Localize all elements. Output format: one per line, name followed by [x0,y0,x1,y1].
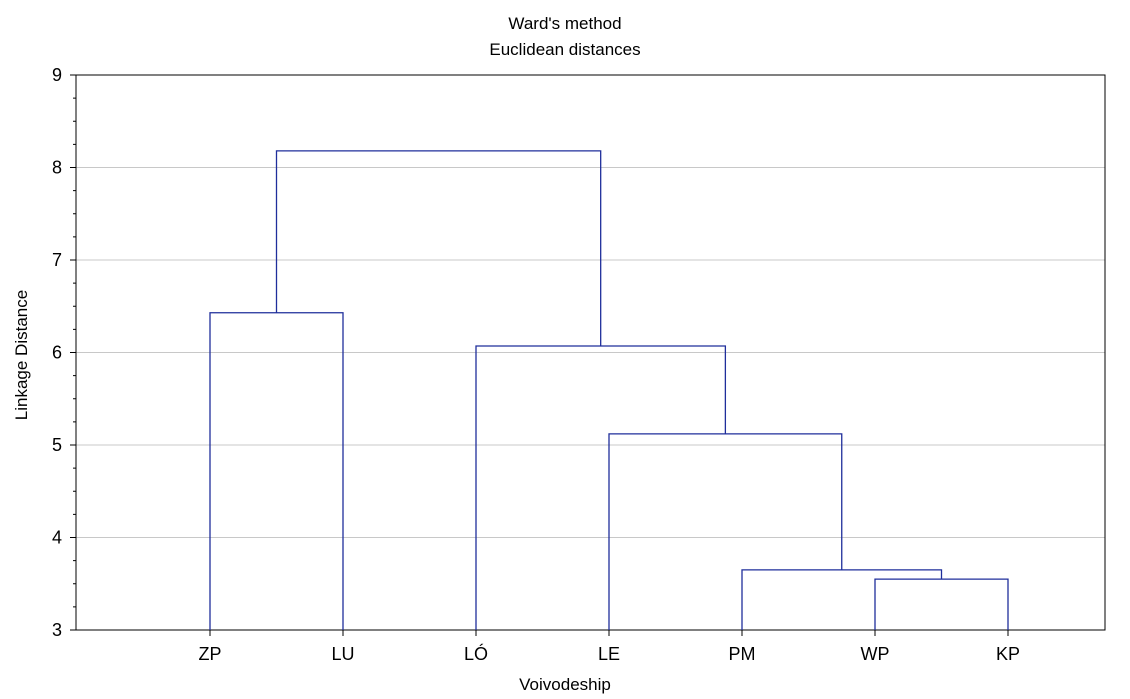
y-tick-label-2: 5 [52,435,62,455]
x-tick-label-2: LÓ [464,643,488,664]
y-tick-label-4: 7 [52,250,62,270]
y-tick-label-3: 6 [52,343,62,363]
y-tick-label-1: 4 [52,528,62,548]
y-tick-label-5: 8 [52,158,62,178]
dendrogram-link-3 [475,345,727,630]
dendrogram-link-4 [209,312,344,630]
dendrogram-link-0 [874,578,1009,630]
x-axis-label: Voivodeship [519,675,611,694]
chart-title: Ward's method [508,14,622,33]
y-tick-label-6: 9 [52,65,62,85]
dendrogram-link-5 [275,150,602,347]
dendrogram-link-2 [608,433,843,630]
x-tick-label-4: PM [729,644,756,664]
x-tick-label-5: WP [861,644,890,664]
x-tick-label-6: KP [996,644,1020,664]
x-tick-label-1: LU [331,644,354,664]
x-tick-label-0: ZP [198,644,221,664]
chart-subtitle: Euclidean distances [489,40,641,59]
y-tick-label-0: 3 [52,620,62,640]
x-tick-label-3: LE [598,644,620,664]
